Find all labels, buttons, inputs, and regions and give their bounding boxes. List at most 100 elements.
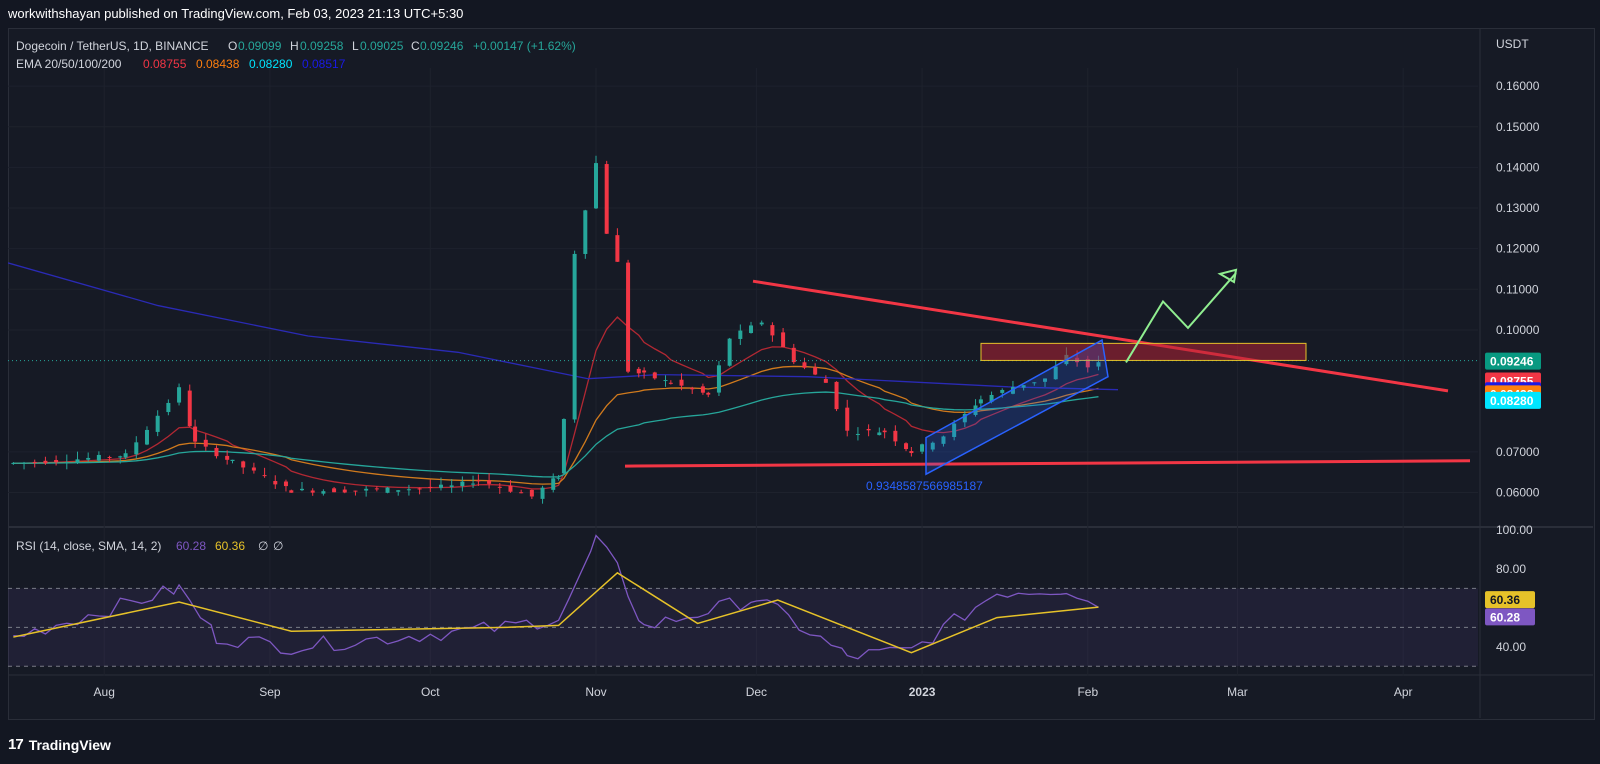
descending-trendline[interactable]	[752, 279, 1449, 393]
legend-rsi-value: 60.28	[176, 539, 206, 553]
candle-body	[952, 423, 957, 437]
candle-body	[626, 262, 631, 372]
candle-body	[123, 453, 128, 458]
time-tick-label: 2023	[909, 685, 936, 699]
price-tick-label: 0.12000	[1496, 242, 1540, 256]
time-tick-label: Oct	[421, 685, 440, 699]
time-tick-label: Aug	[94, 685, 115, 699]
candle-body	[118, 456, 123, 458]
chart-canvas[interactable]: 100.00 80.00 40.00 60.36 60.28 0.16000 0.1500…	[8, 28, 1593, 718]
projection-arrow-path[interactable]	[1125, 272, 1237, 363]
candle-body	[706, 392, 711, 395]
rsi-badge	[1485, 608, 1535, 626]
candle-body	[749, 325, 754, 334]
candle-body	[978, 399, 983, 404]
candle-body	[396, 490, 401, 492]
projection-arrowhead[interactable]	[1217, 268, 1238, 284]
candle-body	[551, 478, 556, 490]
legend-open: 0.09099	[238, 39, 282, 53]
rsi-pane: 100.00 80.00 40.00 60.36 60.28	[8, 523, 1535, 667]
candle-body	[882, 430, 887, 433]
candle-body	[273, 481, 278, 485]
candle-body	[11, 462, 16, 464]
support-trendline[interactable]	[624, 459, 1471, 468]
time-tick-label: Sep	[259, 685, 281, 699]
candle-body	[107, 456, 112, 458]
price-tick-label: 0.15000	[1496, 120, 1540, 134]
candle-body	[230, 459, 235, 461]
candle-body	[1085, 358, 1090, 368]
candle-body	[460, 481, 465, 487]
candle-body	[487, 480, 492, 484]
candle-body	[283, 481, 288, 487]
legend-low: 0.09025	[360, 39, 404, 53]
candle-body	[43, 460, 48, 464]
candle-body	[1053, 366, 1058, 380]
legend-change: +0.00147 (+1.62%)	[473, 39, 576, 53]
candle-body	[604, 164, 609, 234]
candle-body	[1096, 362, 1101, 367]
footer-branding[interactable]: 17 TradingView	[8, 736, 111, 753]
publisher-line: workwithshayan published on TradingView.…	[8, 6, 464, 21]
legend-ema100: 0.08280	[249, 57, 293, 71]
candles	[11, 155, 1101, 504]
candle-body	[96, 454, 101, 461]
candle-body	[791, 347, 796, 363]
candle-body	[802, 362, 807, 368]
legend-c-label: C	[411, 39, 420, 53]
candle-body	[289, 490, 294, 493]
candle-body	[1021, 385, 1026, 388]
drawings[interactable]	[8, 268, 1478, 476]
chart-frame	[8, 28, 1595, 720]
candle-body	[594, 163, 598, 209]
price-tick-label: 0.11000	[1496, 282, 1539, 296]
time-tick-label: Nov	[585, 685, 606, 699]
candle-body	[310, 490, 315, 493]
candle-body	[700, 386, 705, 393]
candle-body	[1043, 378, 1048, 382]
candle-body	[353, 490, 358, 492]
candle-body	[134, 442, 139, 455]
legend-close: 0.09246	[420, 39, 464, 53]
rising-channel[interactable]	[925, 338, 1109, 476]
candle-body	[364, 488, 369, 491]
candle-body	[572, 253, 577, 420]
candle-body	[54, 460, 59, 463]
candle-body	[583, 210, 588, 254]
candle-body	[428, 486, 433, 488]
legend-ema200: 0.08517	[302, 57, 346, 71]
candle-body	[615, 235, 620, 262]
ema200-line	[8, 262, 1119, 391]
candle-body	[834, 381, 839, 410]
candle-body	[476, 480, 481, 482]
candle-body	[962, 413, 967, 423]
candle-body	[989, 394, 994, 402]
legend-ema50: 0.08438	[196, 57, 240, 71]
candle-body	[877, 432, 882, 436]
candle-body	[32, 461, 37, 463]
legend-rsi-ma-value: 60.36	[215, 539, 245, 553]
candle-body	[214, 447, 219, 457]
candle-body	[813, 367, 818, 375]
candle-body	[177, 387, 182, 403]
candle-body	[193, 426, 198, 442]
candle-body	[909, 451, 914, 454]
candle-body	[406, 489, 411, 491]
candle-body	[904, 443, 909, 450]
candle-body	[668, 382, 673, 384]
candle-body	[300, 488, 304, 491]
candle-body	[1010, 387, 1015, 394]
candle-body	[642, 370, 647, 373]
time-tick-label: Apr	[1394, 685, 1413, 699]
candle-body	[823, 378, 828, 383]
candle-body	[22, 462, 27, 464]
resistance-zone[interactable]	[980, 342, 1307, 361]
legend-high: 0.09258	[300, 39, 344, 53]
price-tick-label: 0.16000	[1496, 79, 1540, 93]
candle-body	[342, 489, 347, 493]
candle-body	[770, 325, 775, 336]
channel-annotation: 0.9348587566985187	[866, 479, 983, 493]
candle-body	[1032, 382, 1037, 384]
legend-rsi-x2: ∅	[273, 539, 283, 553]
tradingview-brand: TradingView	[28, 736, 111, 753]
